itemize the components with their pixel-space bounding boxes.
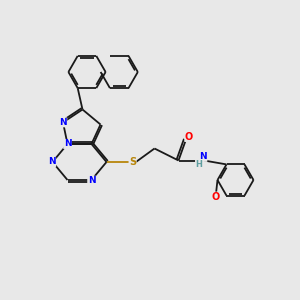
Text: S: S [129,157,136,167]
Text: N: N [199,152,207,161]
Text: N: N [64,140,71,148]
Text: N: N [59,118,67,127]
Text: O: O [212,192,220,202]
Text: N: N [88,176,95,185]
Text: N: N [48,158,56,166]
Text: H: H [196,160,202,169]
Text: O: O [185,131,193,142]
